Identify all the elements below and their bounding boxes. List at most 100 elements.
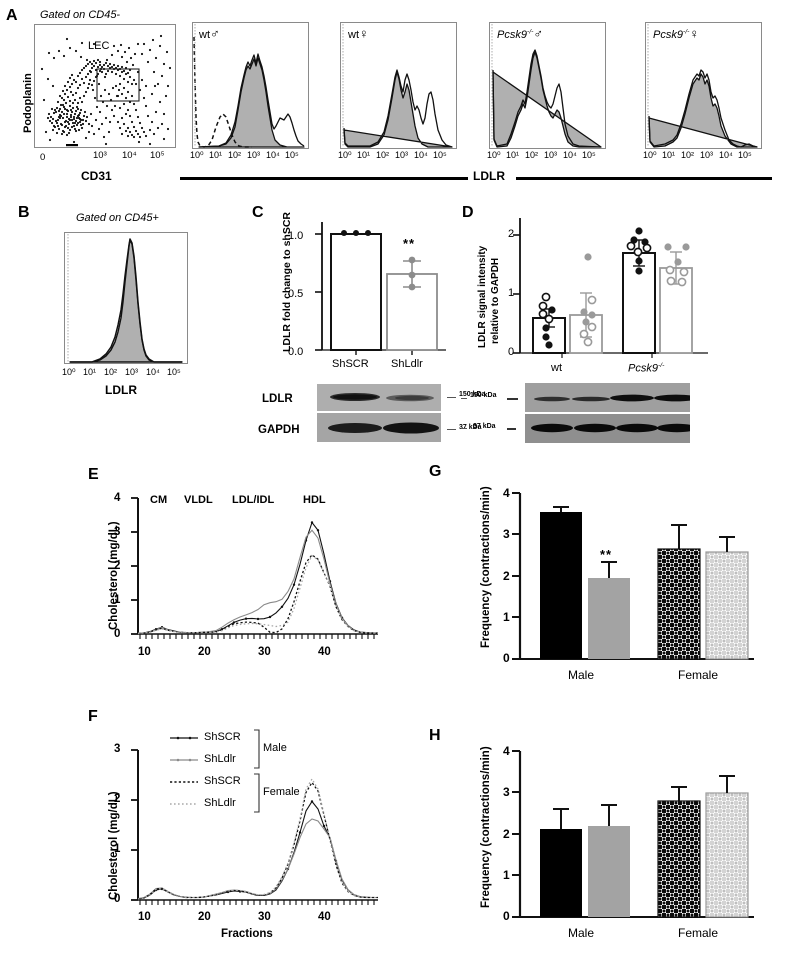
panel-g-xtick-0: Male [568, 668, 595, 682]
panel-f-legend-male-1: ShLdlr [204, 753, 236, 765]
panel-f-xlabel: Fractions [221, 928, 273, 940]
panel-a-histogram-pcsk9-female [645, 22, 762, 149]
panel-a-axis-line-left [180, 177, 468, 180]
panel-d-marker-tick-0 [461, 398, 467, 400]
panel-f-xtick-0: 10 [138, 911, 151, 923]
panel-a-xtick-0: 0 [40, 152, 46, 163]
male-symbol-icon: ♂ [210, 26, 220, 41]
panel-f-legend-group-female: Female [263, 786, 300, 798]
panel-a-hist-label-2: Pcsk9-/-♂ [497, 26, 544, 41]
female-symbol-icon: ♀ [359, 26, 369, 41]
panel-f-legend [168, 726, 338, 822]
female-symbol-icon: ♀ [689, 26, 700, 41]
panel-a-gate-label: LEC [88, 40, 110, 52]
panel-f-ytick-1: 1 [114, 843, 121, 855]
panel-e-ytick-3: 3 [114, 526, 121, 538]
panel-d-marker-dash-1 [507, 428, 516, 430]
panel-c-xtick-0: ShSCR [332, 358, 369, 370]
panel-letter-f: F [88, 708, 98, 725]
panel-d-marker-dash-0 [507, 398, 518, 400]
panel-e-xtick-3: 40 [318, 646, 331, 658]
panel-a-histogram-pcsk9-male [489, 22, 606, 149]
panel-h-xtick-1: Female [678, 926, 719, 940]
panel-e-xtick-0: 10 [138, 646, 151, 658]
panel-d-ylabel-line1: LDLR signal intensity [477, 245, 488, 348]
panel-d-blot-image [525, 383, 690, 443]
panel-h-ytick-0: 0 [503, 909, 510, 923]
panel-g-ytick-2: 2 [503, 569, 510, 583]
panel-a-hist-label-0: wt♂ [199, 26, 220, 41]
panel-d-ytick-0: 0 [508, 346, 515, 358]
panel-h-ytick-1: 1 [503, 868, 510, 882]
panel-a-scatter-plot [34, 24, 176, 148]
panel-h-xtick-0: Male [568, 926, 595, 940]
panel-d-ytick-2: 2 [508, 228, 515, 240]
panel-e-ytick-2: 2 [114, 560, 121, 572]
panel-d-marker-tick-1 [461, 428, 467, 430]
panel-h-bar-chart [498, 745, 760, 927]
panel-c-marker-dash-0 [447, 397, 456, 399]
panel-g-bar-chart [498, 487, 760, 669]
panel-letter-g: G [429, 463, 442, 480]
panel-e-xtick-2: 30 [258, 646, 271, 658]
panel-f-legend-female-1: ShLdlr [204, 797, 236, 809]
panel-d-bar-chart [500, 214, 710, 366]
panel-e-annotation-1: VLDL [184, 494, 213, 506]
panel-c-marker-1: 37 kDa [459, 424, 482, 431]
panel-a-hist-label-1: wt♀ [348, 26, 369, 41]
panel-c-bar-chart [300, 218, 448, 366]
panel-b-histogram [64, 232, 188, 364]
panel-e-annotation-2: LDL/IDL [232, 494, 275, 506]
panel-c-significance: ** [403, 236, 416, 251]
panel-h-ytick-2: 2 [503, 827, 510, 841]
panel-h-ylabel: Frequency (contractions/min) [480, 746, 492, 908]
panel-h-ytick-4: 4 [503, 744, 510, 758]
panel-d-xtick-1: Pcsk9-/- [628, 362, 665, 375]
panel-f-xtick-2: 30 [258, 911, 271, 923]
panel-e-ytick-1: 1 [114, 594, 121, 606]
male-symbol-icon: ♂ [533, 26, 544, 41]
panel-g-xtick-1: Female [678, 668, 719, 682]
panel-g-significance: ** [600, 547, 613, 562]
panel-c-ytick-2: 1.0 [288, 230, 304, 242]
panel-c-blot-row-0-label: LDLR [262, 393, 293, 405]
panel-a-hist-label-3: Pcsk9-/-♀ [653, 26, 700, 41]
panel-d-ytick-1: 1 [508, 287, 515, 299]
panel-c-marker-0: 150 kDa [459, 391, 486, 398]
panel-e-annotation-0: CM [150, 494, 168, 506]
panel-f-ytick-0: 0 [114, 893, 121, 905]
panel-e-line-chart [124, 494, 380, 658]
panel-b-title: Gated on CD45+ [76, 212, 159, 224]
panel-g-ytick-0: 0 [503, 651, 510, 665]
panel-f-ytick-2: 2 [114, 793, 121, 805]
panel-g-ytick-1: 1 [503, 610, 510, 624]
panel-a-ylabel: Podoplanin [22, 73, 34, 133]
panel-f-xtick-1: 20 [198, 911, 211, 923]
panel-f-legend-group-male: Male [263, 742, 287, 754]
panel-d-marker-0: 150 kDa [470, 392, 497, 399]
panel-c-blot-image [317, 384, 441, 442]
panel-b-xlabel: LDLR [105, 383, 137, 397]
panel-g-ylabel: Frequency (contractions/min) [480, 486, 492, 648]
panel-f-legend-male-0: ShSCR [204, 731, 241, 743]
panel-letter-e: E [88, 466, 99, 483]
panel-c-ytick-1: 0.5 [288, 288, 304, 300]
panel-letter-b: B [18, 204, 30, 221]
panel-a-histogram-wt-male [192, 22, 309, 149]
panel-a-histogram-wt-female [340, 22, 457, 149]
panel-f-line-chart [124, 742, 380, 918]
panel-a-xtick-3: 10⁵ [150, 150, 165, 161]
panel-a-xtick-1: 10³ [93, 150, 107, 161]
panel-letter-d: D [462, 204, 474, 221]
panel-letter-c: C [252, 204, 264, 221]
panel-a-scatter-title: Gated on CD45- [40, 9, 121, 21]
panel-a-axis-line-right [516, 177, 772, 180]
panel-d-xtick-0: wt [551, 362, 562, 374]
panel-c-blot-row-1-label: GAPDH [258, 424, 300, 436]
panel-e-ytick-0: 0 [114, 628, 121, 640]
panel-letter-h: H [429, 727, 441, 744]
panel-g-ytick-4: 4 [503, 486, 510, 500]
panel-a-xtick-2: 10⁴ [122, 150, 137, 161]
panel-f-ytick-3: 3 [114, 743, 121, 755]
